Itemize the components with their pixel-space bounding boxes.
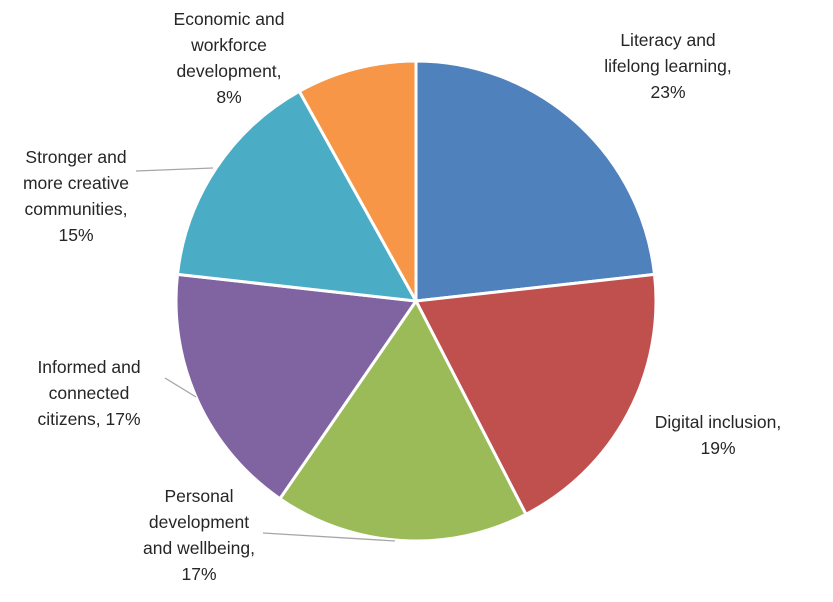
slice-label-line: development, [176,61,281,81]
pie-slice [278,299,528,543]
slice-label-line: workforce [190,35,267,55]
slice-label-line: development [149,512,249,532]
data-labels: Literacy and lifelong learning, 23% Digital… [23,9,781,584]
pie-slice [414,59,657,303]
slice-label-line: Digital inclusion, [655,412,781,432]
slice-label: Economic and workforce development, 8% [174,9,285,107]
slice-label-line: more creative [23,173,129,193]
leader-line [135,167,214,172]
slice-label-line: 19% [700,438,735,458]
slice-label-line: Economic and [174,9,285,29]
slice-label-line: citizens, 17% [37,409,140,429]
slice-label-line: Literacy and [620,30,715,50]
slice-label-line: lifelong learning, [604,56,731,76]
slice-label-line: 23% [650,82,685,102]
slice-label-line: connected [49,383,130,403]
leader-line [164,377,197,398]
slice-label-line: Stronger and [25,147,126,167]
leader-lines [135,167,396,542]
slice-label: Literacy and lifelong learning, 23% [604,30,731,102]
slice-label: Personal development and wellbeing, 17% [143,486,255,584]
slice-label-line: communities, [24,199,127,219]
pie-slices [174,59,658,543]
slice-label: Informed and connected citizens, 17% [37,357,140,429]
slice-label-line: Informed and [37,357,140,377]
slice-label: Digital inclusion, 19% [655,412,781,458]
slice-label-line: 8% [216,87,241,107]
slice-label-line: 17% [181,564,216,584]
pie-slice [174,272,418,501]
slice-label: Stronger and more creative communities, 15% [23,147,129,245]
slice-label-line: and wellbeing, [143,538,255,558]
pie-slice [175,89,418,303]
pie-slice [297,59,418,303]
slice-label-line: Personal [164,486,233,506]
slice-label-line: 15% [58,225,93,245]
pie-slice [414,272,658,516]
leader-line [262,532,396,542]
